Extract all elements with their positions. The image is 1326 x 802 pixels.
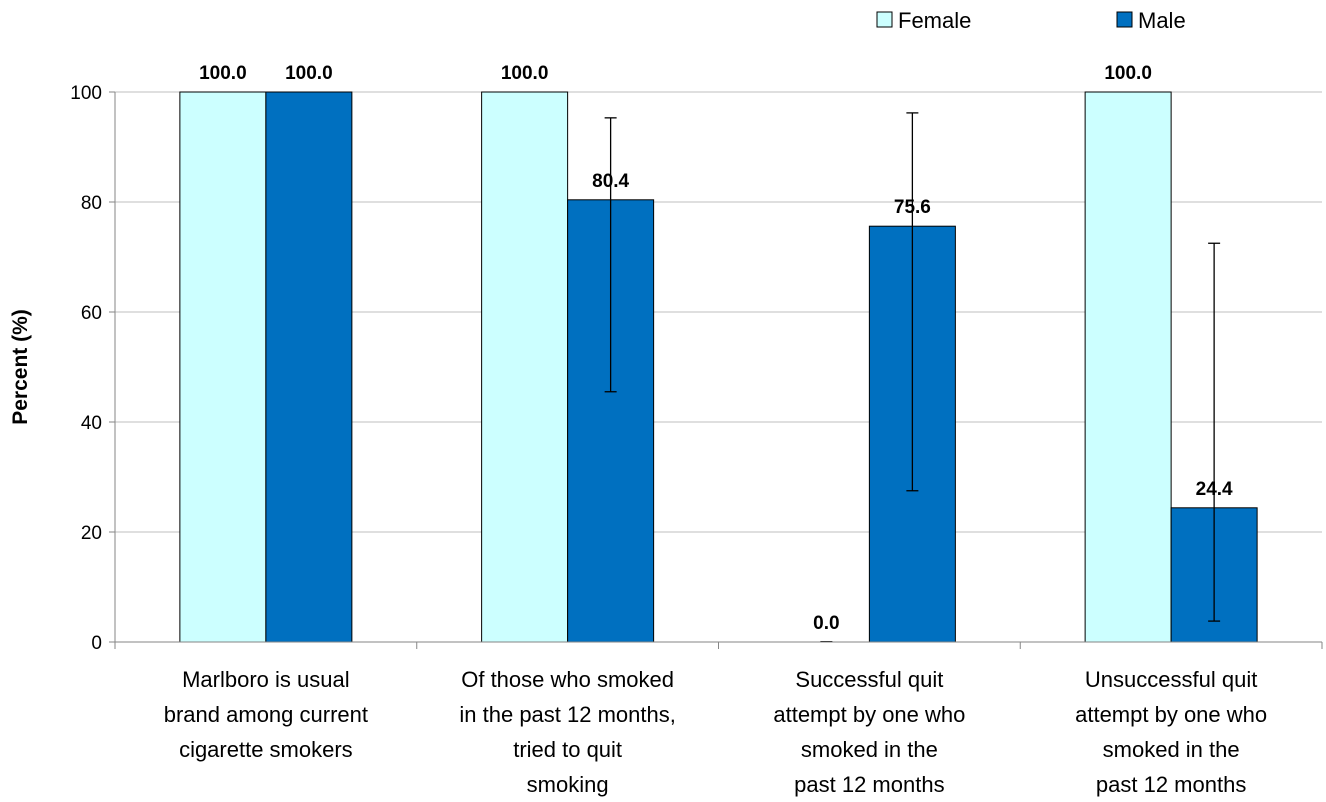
bar-male-1: [265, 91, 353, 643]
x-category-label-line: cigarette smokers: [179, 737, 353, 762]
x-category-label-line: smoking: [527, 772, 609, 797]
bars: [179, 91, 1258, 643]
y-tick-label: 60: [81, 303, 102, 324]
x-category-label: Unsuccessful quit attempt by one who smoke…: [1075, 667, 1267, 797]
x-category-label-line: attempt by one who: [773, 702, 965, 727]
y-tick-label: 20: [81, 523, 102, 544]
legend: Female Male: [876, 8, 1186, 33]
data-label: 80.4: [592, 171, 629, 192]
bar-female-1: [179, 91, 267, 643]
x-category-label-line: past 12 months: [794, 772, 944, 797]
y-tick-label: 0: [91, 633, 102, 654]
x-category-label: Marlboro is usual brand among current ciga…: [164, 667, 368, 762]
x-category-label-line: tried to quit: [513, 737, 622, 762]
x-category-label-line: in the past 12 months,: [459, 702, 675, 727]
bar-female-4: [1084, 91, 1172, 643]
x-category-label-line: past 12 months: [1096, 772, 1246, 797]
data-label: 100.0: [199, 63, 247, 84]
x-category-label-line: Successful quit: [795, 667, 943, 692]
data-label: 100.0: [1104, 63, 1152, 84]
y-axis-title: Percent (%): [9, 309, 32, 425]
bar-female-2: [481, 91, 569, 643]
x-category-label-line: Of those who smoked: [461, 667, 674, 692]
x-category-label: Of those who smoked in the past 12 months…: [459, 667, 675, 797]
y-tick-label: 40: [81, 413, 102, 434]
legend-swatch-male: [1116, 11, 1133, 28]
axes: 0 20 40 60 80 100 Marlboro is usual brand among…: [70, 83, 1323, 797]
legend-label-male: Male: [1138, 8, 1186, 33]
x-category-label-line: smoked in the: [1103, 737, 1240, 762]
x-category-label-line: Marlboro is usual: [182, 667, 350, 692]
x-category-label-line: smoked in the: [801, 737, 938, 762]
error-bars: [604, 112, 1221, 622]
x-category-label-line: brand among current: [164, 702, 368, 727]
data-label: 100.0: [285, 63, 333, 84]
legend-label-female: Female: [898, 8, 971, 33]
y-tick-label: 80: [81, 193, 102, 214]
data-labels: 100.0 100.0 100.0 80.4 0.0 75.6 100.0 24.4: [199, 63, 1233, 634]
data-label: 100.0: [501, 63, 549, 84]
data-label: 75.6: [894, 197, 931, 218]
data-label: 24.4: [1196, 479, 1233, 500]
x-category-label: Successful quit attempt by one who smoked …: [773, 667, 965, 797]
data-label: 0.0: [813, 613, 839, 634]
x-category-label-line: attempt by one who: [1075, 702, 1267, 727]
y-tick-label: 100: [70, 83, 102, 104]
x-category-label-line: Unsuccessful quit: [1085, 667, 1257, 692]
legend-swatch-female: [876, 11, 893, 28]
